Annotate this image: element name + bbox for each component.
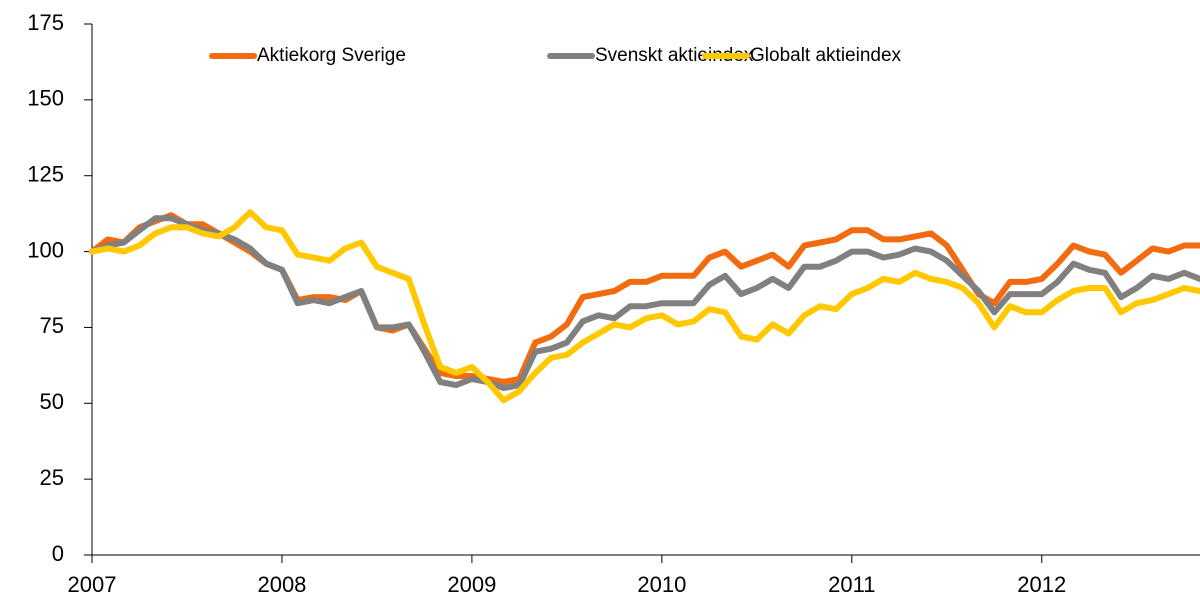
data-line — [89, 215, 1200, 392]
legend-label: Svenskt aktieindex — [595, 45, 754, 66]
y-tick-label: 100 — [27, 237, 64, 262]
y-tick-label: 75 — [40, 313, 64, 338]
y-tick-label: 50 — [40, 389, 64, 414]
x-tick-label: 2012 — [1017, 572, 1066, 597]
x-tick-label: 2011 — [828, 572, 875, 597]
x-tick-label: 2008 — [257, 572, 306, 597]
y-tick-label: 175 — [27, 10, 64, 35]
y-tick-label: 150 — [27, 86, 64, 111]
x-tick-label: 2009 — [447, 572, 496, 597]
y-tick-label: 125 — [27, 162, 64, 187]
legend-label: Globalt aktieindex — [750, 45, 902, 66]
y-tick-label: 0 — [52, 541, 64, 566]
legend-label: Aktiekorg Sverige — [257, 45, 406, 66]
x-tick-label: 2007 — [68, 572, 117, 597]
data-line — [89, 212, 1200, 385]
data-line — [89, 209, 1200, 404]
y-tick-label: 25 — [40, 465, 64, 490]
x-tick-label: 2010 — [637, 572, 686, 597]
